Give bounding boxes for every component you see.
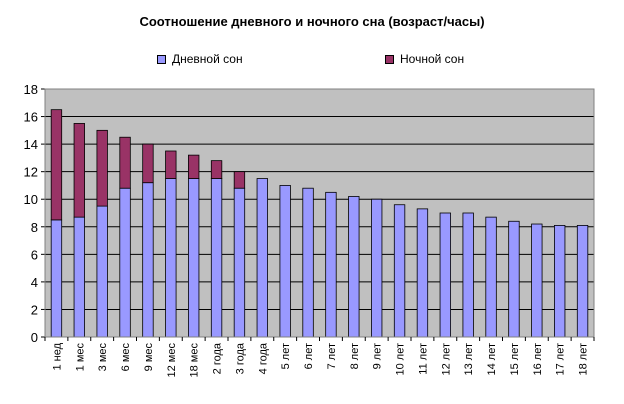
- x-tick-label: 1 мес: [74, 343, 86, 372]
- x-tick-label: 18 мес: [189, 343, 201, 378]
- x-tick-label: 11 лет: [417, 343, 429, 375]
- y-tick-label: 0: [31, 330, 38, 345]
- bar-night-sleep: [142, 143, 154, 184]
- x-tick-label: 9 мес: [143, 343, 155, 372]
- y-tick-label: 6: [31, 247, 38, 262]
- bar-day-sleep: [233, 187, 246, 338]
- y-tick-label: 14: [24, 137, 38, 152]
- bar-day-sleep: [256, 178, 268, 338]
- y-tick-label: 18: [24, 82, 38, 97]
- bar-day-sleep: [531, 223, 543, 338]
- x-tick-label: 3 года: [234, 342, 246, 374]
- x-tick-label: 10 лет: [395, 343, 407, 376]
- bar-day-sleep: [508, 220, 520, 338]
- legend-item-day: Дневной сон: [157, 52, 243, 66]
- x-tick-label: 9 лет: [372, 343, 384, 369]
- y-tick-label: 4: [31, 275, 38, 290]
- bar-day-sleep: [188, 178, 200, 338]
- y-tick-label: 8: [31, 220, 38, 235]
- legend-label-night: Ночной сон: [400, 52, 465, 66]
- bar-day-sleep: [165, 178, 177, 338]
- y-tick-label: 12: [24, 165, 38, 180]
- bar-night-sleep: [50, 109, 63, 221]
- x-tick-label: 5 лет: [280, 343, 292, 369]
- chart-title: Соотношение дневного и ночного сна (возр…: [139, 14, 485, 29]
- x-tick-label: 6 лет: [303, 343, 315, 369]
- x-tick-label: 14 лет: [486, 343, 498, 376]
- legend-label-day: Дневной сон: [172, 52, 243, 66]
- bar-night-sleep: [233, 171, 246, 189]
- x-tick-label: 17 лет: [555, 343, 567, 376]
- bar-day-sleep: [73, 216, 85, 338]
- bar-day-sleep: [439, 212, 451, 338]
- y-tick-label: 16: [24, 110, 38, 125]
- x-tick-label: 13 лет: [463, 343, 475, 376]
- x-tick-label: 8 лет: [349, 343, 361, 369]
- x-tick-label: 7 лет: [326, 343, 338, 369]
- bar-day-sleep: [554, 224, 566, 338]
- plot-area: [45, 89, 594, 337]
- x-tick-label: 12 мес: [166, 343, 178, 378]
- bar-day-sleep: [576, 224, 589, 338]
- bar-day-sleep: [119, 187, 131, 338]
- bar-night-sleep: [210, 160, 223, 179]
- bar-day-sleep: [462, 212, 474, 338]
- bar-day-sleep: [371, 198, 383, 338]
- bar-day-sleep: [348, 196, 360, 338]
- legend-item-night: Ночной сон: [385, 52, 464, 66]
- x-tick-label: 4 года: [257, 342, 269, 374]
- bar-night-sleep: [96, 129, 108, 207]
- bar-day-sleep: [393, 204, 406, 338]
- bar-day-sleep: [50, 219, 63, 338]
- x-tick-label: 12 лет: [440, 343, 452, 376]
- x-tick-label: 16 лет: [532, 343, 544, 376]
- y-tick-label: 10: [24, 192, 38, 207]
- axes: 0 2 4 6 8 10 12 14 16 18 1 нед 1 мес 3 мес 6 мес 9 мес…: [24, 82, 595, 378]
- bar-day-sleep: [485, 216, 497, 338]
- x-tick-label: 6 мес: [120, 343, 132, 372]
- bar-day-sleep: [302, 187, 314, 338]
- bar-day-sleep: [325, 191, 337, 338]
- bar-night-sleep: [73, 123, 85, 218]
- bar-day-sleep: [416, 208, 429, 338]
- bar-night-sleep: [165, 150, 177, 179]
- x-tick-label: 1 нед: [51, 342, 63, 370]
- x-tick-label: 15 лет: [509, 343, 521, 376]
- x-tick-label: 2 года: [212, 342, 224, 374]
- bar-night-sleep: [119, 136, 131, 189]
- y-tick-label: 2: [31, 302, 38, 317]
- bar-day-sleep: [96, 205, 108, 338]
- bars: [50, 109, 589, 338]
- x-tick-label: 18 лет: [578, 343, 590, 376]
- bar-night-sleep: [188, 154, 200, 179]
- bar-day-sleep: [142, 182, 154, 338]
- bar-day-sleep: [210, 178, 223, 338]
- bar-day-sleep: [279, 185, 291, 338]
- legend-swatch-day: [157, 54, 166, 64]
- x-tick-label: 3 мес: [97, 343, 109, 372]
- legend-swatch-night: [385, 54, 394, 64]
